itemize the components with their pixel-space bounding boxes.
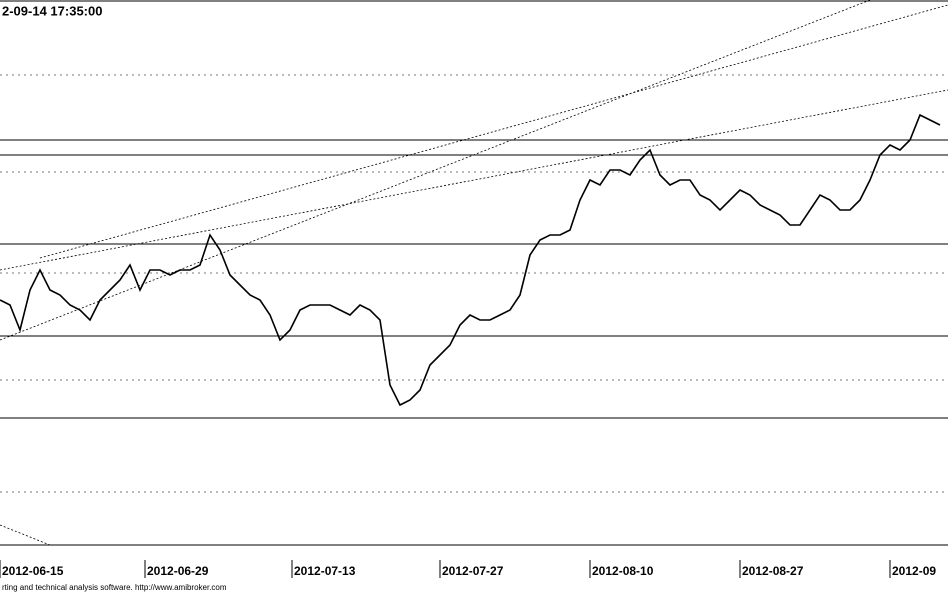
- x-tick-label: 2012-07-13: [294, 564, 356, 578]
- chart-title: 2-09-14 17:35:00: [2, 3, 102, 18]
- x-tick-label: 2012-09: [892, 564, 936, 578]
- trend-line: [0, 524, 52, 545]
- x-tick-label: 2012-06-15: [2, 564, 64, 578]
- footer: rting and technical analysis software. h…: [2, 583, 227, 592]
- price-line: [0, 113, 941, 407]
- x-tick-label: 2012-08-10: [592, 564, 654, 578]
- plot-area: [0, 0, 948, 545]
- x-tick-label: 2012-06-29: [147, 564, 209, 578]
- x-tick-label: 2012-07-27: [442, 564, 504, 578]
- trend-line: [0, 89, 948, 271]
- x-tick-label: 2012-08-27: [742, 564, 804, 578]
- trend-line: [39, 4, 948, 259]
